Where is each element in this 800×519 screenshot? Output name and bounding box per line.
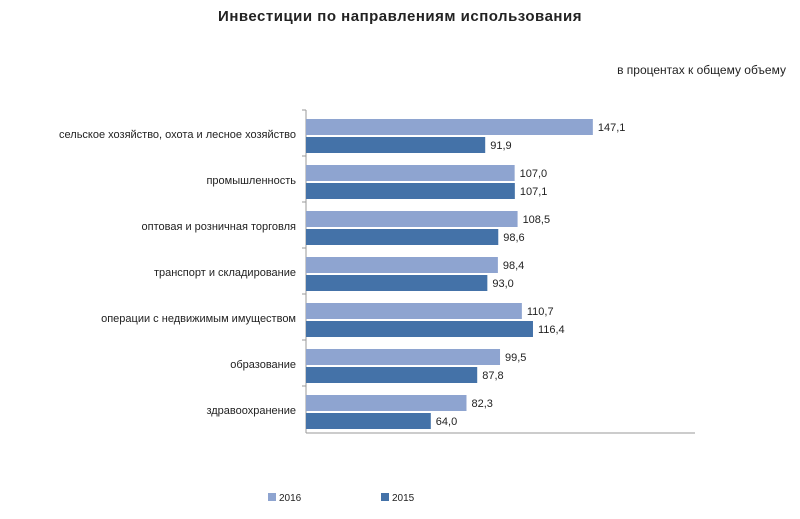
bar-2015: [306, 321, 533, 337]
value-label: 91,9: [490, 140, 511, 152]
value-label: 64,0: [436, 416, 457, 428]
category-label: образование: [230, 359, 296, 371]
bar-2015: [306, 183, 515, 199]
legend-swatch-2016: [268, 493, 276, 501]
legend-swatch-2015: [381, 493, 389, 501]
bar-2016: [306, 211, 518, 227]
bar-2016: [306, 119, 593, 135]
bar-2015: [306, 367, 478, 383]
category-label: здравоохранение: [206, 405, 296, 417]
category-label: оптовая и розничная торговля: [142, 221, 297, 233]
value-label: 147,1: [598, 122, 626, 134]
bar-2015: [306, 137, 486, 153]
bar-2016: [306, 395, 467, 411]
category-label: сельское хозяйство, охота и лесное хозяй…: [59, 129, 296, 141]
value-label: 116,4: [538, 324, 565, 336]
bar-2015: [306, 275, 488, 291]
value-label: 107,1: [520, 186, 548, 198]
chart-title: Инвестиции по направлениям использования: [218, 8, 582, 25]
category-label: промышленность: [206, 175, 296, 187]
bar-2015: [306, 229, 499, 245]
legend-label: 2015: [392, 493, 415, 504]
chart-subtitle: в процентах к общему объему: [617, 63, 786, 77]
value-label: 98,4: [503, 260, 524, 272]
value-label: 82,3: [471, 398, 492, 410]
legend-label: 2016: [279, 493, 302, 504]
value-label: 93,0: [492, 278, 513, 290]
bar-2016: [306, 165, 515, 181]
value-label: 98,6: [503, 232, 524, 244]
value-label: 107,0: [520, 168, 548, 180]
value-label: 87,8: [482, 370, 503, 382]
value-label: 108,5: [523, 214, 551, 226]
value-label: 99,5: [505, 352, 526, 364]
bar-2016: [306, 303, 522, 319]
bar-2016: [306, 257, 498, 273]
category-label: операции с недвижимым имуществом: [101, 313, 296, 325]
bar-2016: [306, 349, 501, 365]
value-label: 110,7: [527, 306, 554, 318]
bar-2015: [306, 413, 431, 429]
category-label: транспорт и складирование: [154, 267, 296, 279]
